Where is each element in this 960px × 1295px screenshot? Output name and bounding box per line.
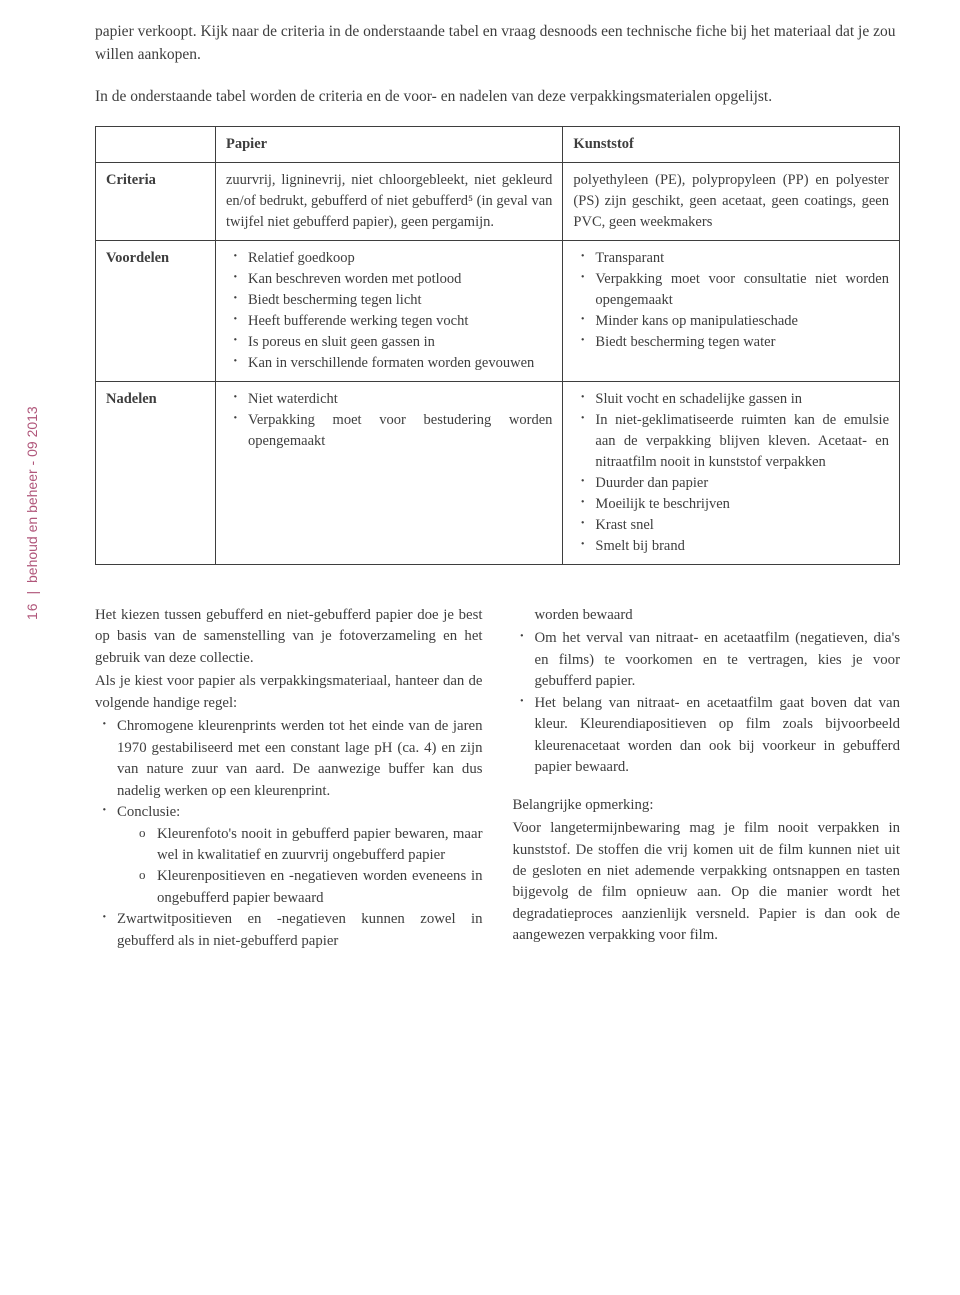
row-label-criteria: Criteria bbox=[96, 162, 216, 240]
margin-running-head: 16 | behoud en beheer - 09 2013 bbox=[24, 406, 40, 620]
criteria-table: Papier Kunststof Criteria zuurvrij, lign… bbox=[95, 126, 900, 565]
sub-list-item: Kleurenpositieven en -negatieven worden … bbox=[139, 866, 483, 909]
left-p1: Het kiezen tussen gebufferd en niet-gebu… bbox=[95, 605, 483, 669]
list-item: Kan in verschillende formaten worden gev… bbox=[226, 353, 552, 374]
note-body: Voor langetermijnbewaring mag je film no… bbox=[513, 818, 901, 947]
list-item: Relatief goedkoop bbox=[226, 248, 552, 269]
left-p2: Als je kiest voor papier als verpakkings… bbox=[95, 671, 483, 714]
table-row: Nadelen Niet waterdicht Verpakking moet … bbox=[96, 381, 900, 564]
divider: | bbox=[24, 591, 40, 595]
right-column: worden bewaard Om het verval van nitraat… bbox=[513, 605, 901, 952]
intro-block: papier verkoopt. Kijk naar de criteria i… bbox=[95, 20, 900, 108]
list-item: Biedt bescherming tegen licht bbox=[226, 290, 552, 311]
header-kunststof: Kunststof bbox=[563, 126, 900, 162]
list-item: Duurder dan papier bbox=[573, 473, 889, 494]
list-item: Krast snel bbox=[573, 515, 889, 536]
list-item: In niet-geklimatiseerde ruimten kan de e… bbox=[573, 410, 889, 473]
table-row: Criteria zuurvrij, ligninevrij, niet chl… bbox=[96, 162, 900, 240]
list-item: Zwartwitpositieven en -negatieven kunnen… bbox=[95, 909, 483, 952]
list-item: Kan beschreven worden met potlood bbox=[226, 269, 552, 290]
list-item: Is poreus en sluit geen gassen in bbox=[226, 332, 552, 353]
continuation-line: worden bewaard bbox=[513, 605, 901, 626]
list-item: Moeilijk te beschrijven bbox=[573, 494, 889, 515]
page-number: 16 bbox=[24, 602, 40, 620]
list-item-label: Conclusie: bbox=[117, 804, 180, 820]
body-columns: Het kiezen tussen gebufferd en niet-gebu… bbox=[95, 605, 900, 952]
list-item: Het belang van nitraat- en acetaatfilm g… bbox=[513, 693, 901, 779]
list-item: Transparant bbox=[573, 248, 889, 269]
voordelen-papier: Relatief goedkoop Kan beschreven worden … bbox=[216, 240, 563, 381]
intro-paragraph-1: papier verkoopt. Kijk naar de criteria i… bbox=[95, 20, 900, 67]
table-header-row: Papier Kunststof bbox=[96, 126, 900, 162]
list-item: Verpakking moet voor bestudering worden … bbox=[226, 410, 552, 452]
list-item: Verpakking moet voor consultatie niet wo… bbox=[573, 269, 889, 311]
criteria-kunststof: polyethyleen (PE), polypropyleen (PP) en… bbox=[563, 162, 900, 240]
list-item: Smelt bij brand bbox=[573, 536, 889, 557]
table-row: Voordelen Relatief goedkoop Kan beschrev… bbox=[96, 240, 900, 381]
header-blank bbox=[96, 126, 216, 162]
voordelen-kunststof: Transparant Verpakking moet voor consult… bbox=[563, 240, 900, 381]
nadelen-papier: Niet waterdicht Verpakking moet voor bes… bbox=[216, 381, 563, 564]
list-item: Chromogene kleurenprints werden tot het … bbox=[95, 716, 483, 802]
row-label-voordelen: Voordelen bbox=[96, 240, 216, 381]
running-title: behoud en beheer - 09 2013 bbox=[24, 406, 40, 583]
criteria-papier: zuurvrij, ligninevrij, niet chloorgeblee… bbox=[216, 162, 563, 240]
list-item: Conclusie: Kleurenfoto's nooit in gebuff… bbox=[95, 802, 483, 909]
row-label-nadelen: Nadelen bbox=[96, 381, 216, 564]
list-item: Biedt bescherming tegen water bbox=[573, 332, 889, 353]
header-papier: Papier bbox=[216, 126, 563, 162]
list-item: Sluit vocht en schadelijke gassen in bbox=[573, 389, 889, 410]
list-item: Niet waterdicht bbox=[226, 389, 552, 410]
list-item: Minder kans op manipulatieschade bbox=[573, 311, 889, 332]
left-column: Het kiezen tussen gebufferd en niet-gebu… bbox=[95, 605, 483, 952]
note-label: Belangrijke opmerking: bbox=[513, 795, 901, 816]
intro-paragraph-2: In de onderstaande tabel worden de crite… bbox=[95, 85, 900, 108]
list-item: Heeft bufferende werking tegen vocht bbox=[226, 311, 552, 332]
list-item: Om het verval van nitraat- en acetaatfil… bbox=[513, 628, 901, 692]
sub-list-item: Kleurenfoto's nooit in gebufferd papier … bbox=[139, 824, 483, 867]
nadelen-kunststof: Sluit vocht en schadelijke gassen in In … bbox=[563, 381, 900, 564]
